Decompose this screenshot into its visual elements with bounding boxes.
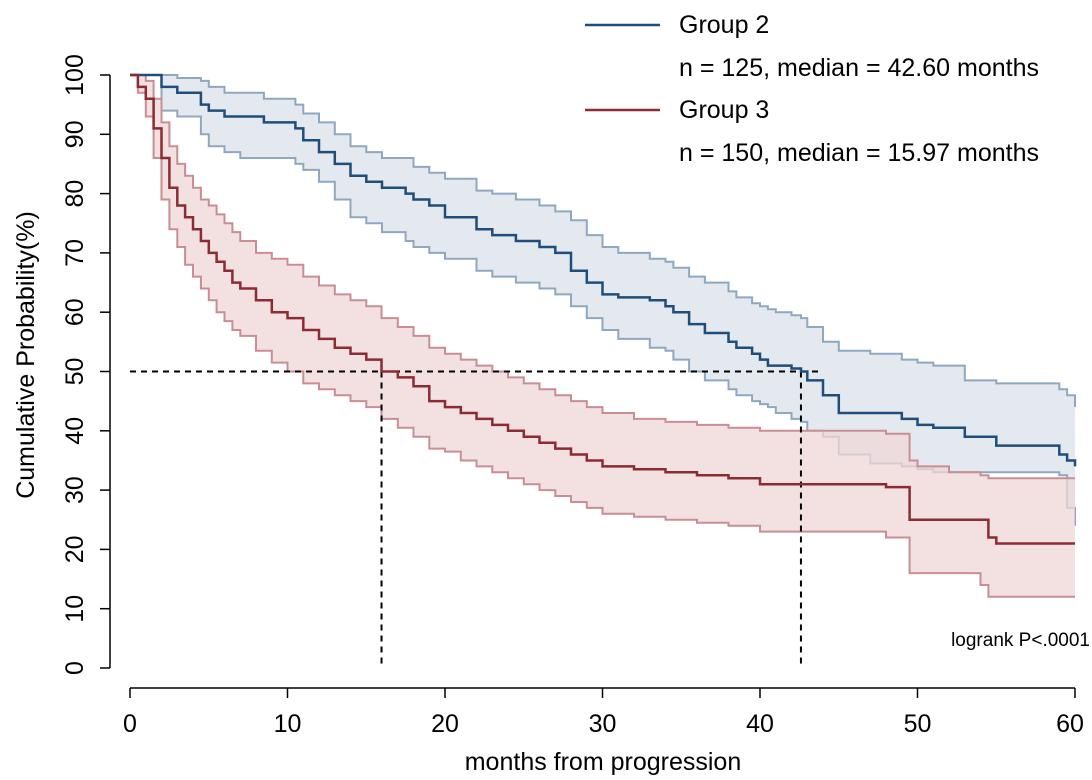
x-tick-label: 60 [1056, 710, 1084, 738]
x-tick-label: 10 [274, 710, 302, 738]
ci-upper-group-3 [130, 74, 1075, 480]
legend: Group 2 n = 125, median = 42.60 months G… [585, 11, 1039, 167]
x-tick-label: 20 [431, 710, 459, 738]
x-tick-label: 50 [904, 710, 932, 738]
y-tick-label: 70 [61, 239, 89, 267]
y-tick-label: 40 [61, 417, 89, 445]
x-tick-label: 40 [746, 710, 774, 738]
legend-detail-group-2: n = 125, median = 42.60 months [679, 54, 1039, 82]
y-tick-label: 10 [61, 595, 89, 623]
y-tick-label: 0 [61, 661, 89, 675]
legend-label-group-3: Group 3 [679, 96, 769, 124]
survival-line-group-2 [130, 73, 1077, 467]
y-tick-label: 30 [61, 476, 89, 504]
y-tick-label: 60 [61, 298, 89, 326]
legend-detail-group-3: n = 150, median = 15.97 months [679, 139, 1039, 167]
y-axis-ticks: 0 10 20 30 40 50 60 70 80 90 100 [61, 54, 110, 675]
x-axis-ticks: 0 10 20 30 40 50 60 [123, 688, 1084, 738]
y-tick-label: 90 [61, 120, 89, 148]
x-tick-label: 0 [123, 710, 137, 738]
legend-label-group-2: Group 2 [679, 11, 769, 39]
median-reference-lines [130, 370, 823, 668]
survival-line-group-3 [130, 73, 1075, 545]
ci-band-group-3 [130, 75, 1075, 597]
y-tick-label: 50 [61, 358, 89, 386]
x-axis-title: months from progression [465, 748, 742, 776]
y-tick-label: 80 [61, 180, 89, 208]
y-tick-label: 100 [61, 54, 89, 96]
survival-curves [130, 73, 1077, 545]
ci-lower-group-3 [130, 74, 1075, 598]
x-tick-label: 30 [589, 710, 617, 738]
y-tick-label: 20 [61, 535, 89, 563]
logrank-annotation: logrank P<.0001 [951, 630, 1090, 651]
y-axis-title: Cumulative Probability(%) [12, 211, 40, 499]
ci-upper-group-2 [130, 74, 1076, 408]
